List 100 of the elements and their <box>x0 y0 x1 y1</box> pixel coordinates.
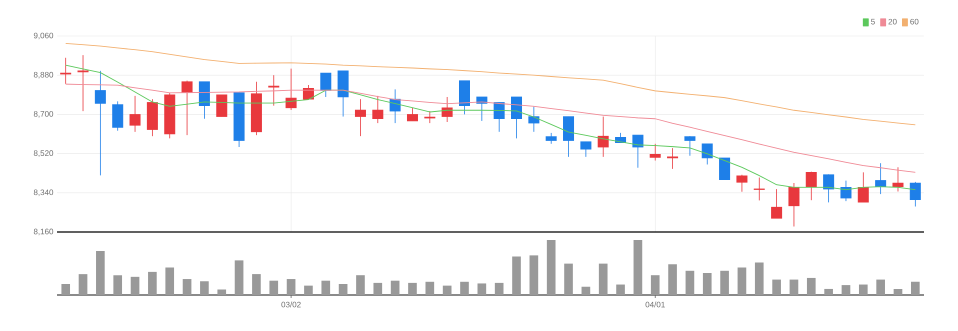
bar <box>598 264 608 295</box>
bar <box>338 284 348 295</box>
candlestick <box>823 174 834 203</box>
candlestick <box>754 177 765 201</box>
bar <box>530 255 538 295</box>
candlestick <box>910 182 921 207</box>
bar <box>425 282 434 295</box>
bar <box>390 280 400 295</box>
bar <box>460 282 469 295</box>
bar <box>252 274 261 295</box>
bar <box>130 276 140 295</box>
candlestick <box>182 80 193 136</box>
bar <box>910 282 920 295</box>
candlestick <box>511 96 522 139</box>
y-tick-label: 8,880 <box>34 72 54 78</box>
candlestick <box>442 96 453 122</box>
candlestick <box>563 116 574 158</box>
candlestick <box>632 134 644 168</box>
candlestick <box>875 162 886 194</box>
bar <box>668 264 677 295</box>
bar <box>304 286 313 295</box>
candlestick <box>806 171 817 201</box>
candlestick <box>667 148 678 170</box>
bar <box>546 240 556 295</box>
bar <box>234 260 244 295</box>
candlestick <box>771 188 782 219</box>
bar <box>113 275 122 295</box>
legend-label: 60 <box>910 18 918 24</box>
candlestick <box>598 116 609 158</box>
x-tick-label: 04/01 <box>646 302 665 308</box>
y-tick-label: 8,160 <box>34 228 54 236</box>
bar <box>494 282 504 295</box>
candlestick <box>702 143 713 165</box>
bar <box>894 288 902 295</box>
candlestick <box>736 174 748 192</box>
candlestick <box>424 110 436 124</box>
candlestick <box>788 182 800 227</box>
bar <box>754 262 764 295</box>
bar <box>842 285 850 295</box>
y-tick-label: 8,700 <box>34 111 54 118</box>
bar <box>738 267 746 295</box>
bar <box>582 286 590 295</box>
bar <box>512 256 521 295</box>
y-tick-label: 8,520 <box>34 150 54 157</box>
candlestick <box>268 74 280 106</box>
bar <box>702 272 712 295</box>
candlestick <box>286 68 297 110</box>
candlestick <box>78 54 89 112</box>
candlestick <box>406 107 418 122</box>
bar <box>148 272 157 295</box>
x-tick-label: 03/02 <box>281 302 301 308</box>
candlestick <box>528 106 540 132</box>
bar <box>616 284 625 295</box>
bar <box>96 250 105 295</box>
bar <box>876 280 885 295</box>
bar <box>824 288 833 295</box>
bar <box>408 282 417 295</box>
candlestick <box>372 95 384 124</box>
line-series <box>65 42 916 126</box>
bar <box>806 278 816 295</box>
candlestick <box>858 172 869 203</box>
candlestick <box>94 70 106 176</box>
candlestick <box>130 95 141 132</box>
candlestick <box>546 132 557 144</box>
bar <box>442 286 452 295</box>
bar <box>321 280 330 295</box>
candlestick <box>892 166 904 192</box>
y-tick-label: 8,340 <box>34 189 54 196</box>
candlestick <box>580 141 592 158</box>
y-tick-label: 9,060 <box>34 32 54 40</box>
bar <box>650 275 660 295</box>
legend-label: 20 <box>888 18 897 24</box>
bar <box>182 279 192 295</box>
bar <box>478 283 486 295</box>
bar <box>78 274 88 295</box>
legend-label: 5 <box>871 18 875 24</box>
bar <box>790 280 798 295</box>
bar <box>217 289 226 295</box>
bar <box>634 240 642 295</box>
bar <box>373 282 382 295</box>
candlestick <box>840 180 852 202</box>
bar <box>564 264 573 295</box>
bar <box>356 275 365 295</box>
bar <box>772 280 781 295</box>
bar <box>286 279 296 295</box>
bar <box>720 270 729 295</box>
bar <box>61 284 70 295</box>
candlestick <box>198 81 210 120</box>
bar <box>200 281 209 295</box>
bar <box>165 267 174 295</box>
candlestick <box>650 143 661 161</box>
bar <box>269 280 278 295</box>
bar <box>686 270 694 295</box>
candlestick <box>354 98 366 137</box>
candlestick <box>320 72 332 98</box>
candlestick <box>112 100 124 132</box>
candlestick <box>719 158 730 180</box>
candlestick <box>216 94 228 117</box>
candlestick <box>684 136 696 156</box>
bar <box>858 284 868 295</box>
